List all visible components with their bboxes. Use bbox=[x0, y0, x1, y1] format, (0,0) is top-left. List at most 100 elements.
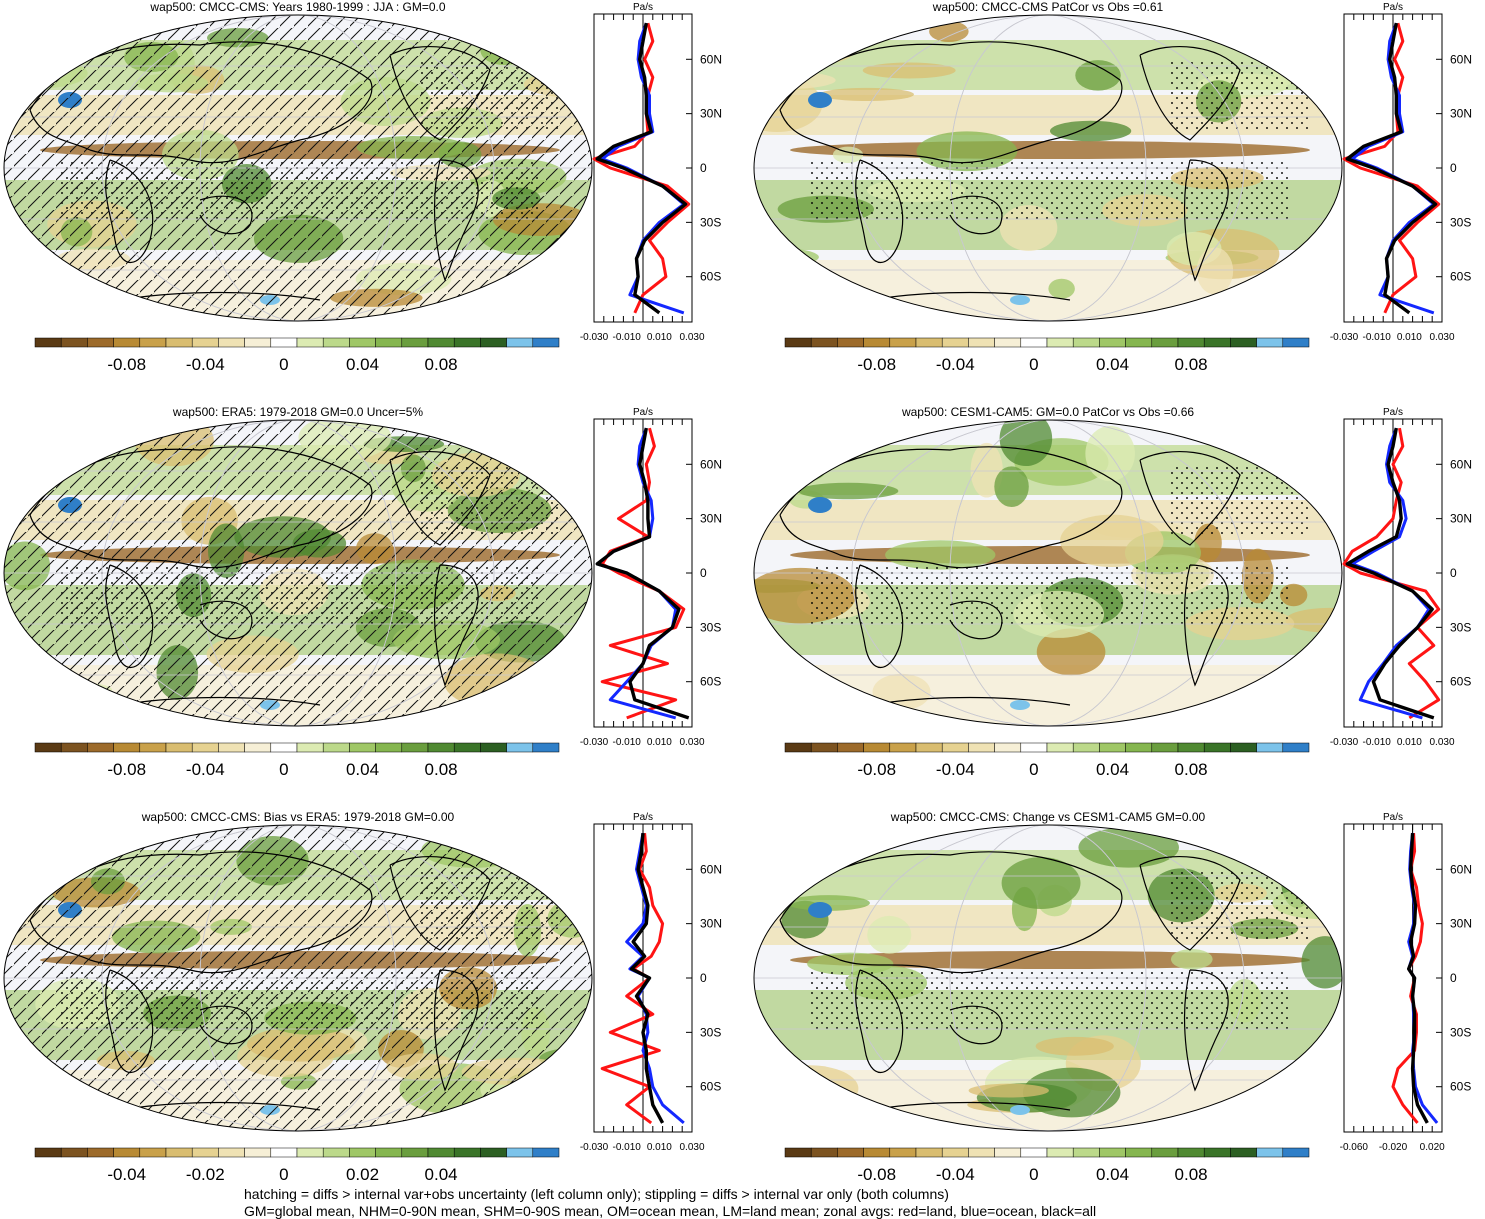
panel-title: wap500: CESM1-CAM5: GM=0.0 PatCor vs Obs… bbox=[901, 405, 1194, 419]
colorbar-swatch bbox=[139, 337, 167, 348]
colorbar-swatch bbox=[87, 337, 114, 348]
zonal-line-land bbox=[1342, 427, 1441, 720]
colorbar-swatch bbox=[244, 742, 272, 753]
colorbar-swatch bbox=[1151, 337, 1179, 348]
colorbar-tick-label: -0.02 bbox=[186, 1165, 225, 1184]
colorbar-swatch bbox=[1151, 742, 1179, 753]
colorbar-swatch bbox=[941, 337, 969, 348]
graticule bbox=[4, 420, 592, 726]
zonal-lat-label: 60N bbox=[700, 862, 722, 876]
colorbar-tick-label: 0 bbox=[279, 355, 288, 374]
colorbar-swatch bbox=[1282, 1147, 1310, 1158]
colorbar-swatch bbox=[968, 1147, 995, 1158]
colorbar-swatch bbox=[915, 337, 943, 348]
colorbar-tick-label: 0.04 bbox=[346, 355, 379, 374]
colorbar-swatch bbox=[810, 1147, 838, 1158]
colorbar-swatch bbox=[453, 1147, 481, 1158]
zonal-xtick-label: 0.030 bbox=[679, 332, 704, 343]
colorbar-swatch bbox=[218, 742, 245, 753]
zonal-lat-label: 60N bbox=[700, 457, 722, 471]
zonal-units-label: Pa/s bbox=[1383, 2, 1403, 13]
colorbar-swatch bbox=[165, 1147, 193, 1158]
colorbar-swatch bbox=[480, 1147, 507, 1158]
colorbar-swatch bbox=[837, 337, 864, 348]
zonal-xtick-label: 0.010 bbox=[647, 1142, 672, 1153]
colorbar-swatch bbox=[1230, 1147, 1257, 1158]
coastlines bbox=[29, 446, 491, 706]
colorbar-swatch bbox=[1046, 742, 1074, 753]
zonal-line-all bbox=[1345, 22, 1438, 315]
colorbar-swatch bbox=[427, 742, 455, 753]
zonal-lat-label: 30N bbox=[1450, 917, 1472, 931]
colorbar-swatch bbox=[941, 742, 969, 753]
colorbar-tick-label: 0.08 bbox=[425, 355, 458, 374]
zonal-lat-label: 30N bbox=[1450, 512, 1472, 526]
colorbar-swatch bbox=[1046, 1147, 1074, 1158]
colorbar-swatch bbox=[191, 1147, 219, 1158]
colorbar-swatch bbox=[427, 1147, 455, 1158]
panel-title: wap500: CMCC-CMS PatCor vs Obs =0.61 bbox=[932, 0, 1164, 14]
colorbar-swatch bbox=[506, 1147, 534, 1158]
colorbar-swatch bbox=[244, 337, 272, 348]
zonal-xtick-label: -0.030 bbox=[1330, 737, 1359, 748]
colorbar-swatch bbox=[296, 337, 324, 348]
colorbar-swatch bbox=[532, 337, 560, 348]
colorbar-swatch bbox=[506, 742, 534, 753]
colorbar-swatch bbox=[296, 1147, 324, 1158]
colorbar-swatch bbox=[34, 337, 62, 348]
colorbar-swatch bbox=[863, 337, 891, 348]
colorbar-swatch bbox=[994, 1147, 1022, 1158]
colorbar-swatch bbox=[34, 742, 62, 753]
colorbar-swatch bbox=[810, 742, 838, 753]
colorbar-tick-label: 0 bbox=[279, 760, 288, 779]
colorbar-swatch bbox=[1072, 1147, 1100, 1158]
zonal-profile: Pa/s -0.060 -0.020 0.020 60N 30N 0 30S 60S bbox=[1340, 812, 1472, 1153]
zonal-line-all bbox=[1345, 427, 1435, 720]
zonal-lat-label: 0 bbox=[1450, 566, 1457, 580]
colorbar-swatch bbox=[1177, 742, 1205, 753]
colorbar-swatch bbox=[1177, 337, 1205, 348]
colorbar-tick-label: -0.04 bbox=[936, 355, 975, 374]
colorbar-swatch bbox=[1203, 1147, 1231, 1158]
colorbar-swatch bbox=[915, 1147, 943, 1158]
colorbar-tick-label: -0.08 bbox=[857, 760, 896, 779]
colorbar-swatch bbox=[218, 1147, 245, 1158]
map-border bbox=[753, 14, 1343, 322]
panel-title: wap500: CMCC-CMS: Change vs CESM1-CAM5 G… bbox=[890, 810, 1206, 824]
zonal-lat-label: 60S bbox=[700, 270, 721, 284]
field-layer bbox=[754, 420, 1342, 725]
colorbar-swatch bbox=[401, 1147, 429, 1158]
colorbar-swatch bbox=[837, 1147, 864, 1158]
colorbar-swatch bbox=[1151, 1147, 1179, 1158]
colorbar-tick-label: -0.04 bbox=[107, 1165, 146, 1184]
colorbar-swatch bbox=[113, 742, 141, 753]
colorbar-swatch bbox=[453, 742, 481, 753]
colorbar-swatch bbox=[1125, 1147, 1153, 1158]
map-border bbox=[3, 419, 593, 727]
panel-title: wap500: ERA5: 1979-2018 GM=0.0 Uncer=5% bbox=[172, 405, 423, 419]
colorbar-swatch bbox=[784, 742, 812, 753]
colorbar-swatch bbox=[1125, 742, 1153, 753]
colorbar-swatch bbox=[427, 337, 455, 348]
map-border bbox=[3, 14, 593, 322]
colorbar-swatch bbox=[532, 742, 560, 753]
colorbar-swatch bbox=[863, 742, 891, 753]
panel-3: wap500: ERA5: 1979-2018 GM=0.0 Uncer=5% -… bbox=[3, 405, 722, 779]
zonal-xtick-label: 0.030 bbox=[679, 737, 704, 748]
colorbar-swatch bbox=[1282, 337, 1310, 348]
colorbar-swatch bbox=[810, 337, 838, 348]
colorbar-swatch bbox=[139, 742, 167, 753]
zonal-xtick-label: -0.030 bbox=[580, 737, 609, 748]
colorbar-swatch bbox=[349, 742, 376, 753]
colorbar-swatch bbox=[1177, 1147, 1205, 1158]
zonal-line-ocean bbox=[625, 832, 685, 1125]
graticule bbox=[4, 825, 592, 1131]
panel-4: wap500: CESM1-CAM5: GM=0.0 PatCor vs Obs… bbox=[753, 405, 1472, 779]
zonal-lat-label: 60S bbox=[700, 675, 721, 689]
colorbar-swatch bbox=[349, 337, 376, 348]
colorbar-swatch bbox=[60, 1147, 88, 1158]
colorbar-swatch bbox=[375, 1147, 403, 1158]
colorbar-swatch bbox=[453, 337, 481, 348]
zonal-xtick-label: -0.020 bbox=[1379, 1142, 1408, 1153]
